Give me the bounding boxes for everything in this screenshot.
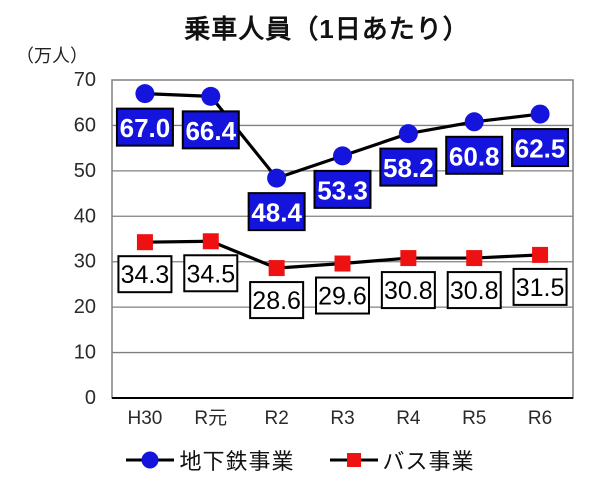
x-tick-label: R4 [396, 408, 421, 429]
bus-value-label: 29.6 [318, 283, 367, 311]
subway-value-label-box [511, 128, 570, 168]
bus-value-label: 30.8 [450, 277, 499, 305]
subway-marker [135, 84, 155, 104]
y-axis-unit-label: （万人） [16, 46, 88, 66]
subway-marker [267, 168, 287, 188]
chart-legend: 地下鉄事業 バス事業 [0, 444, 600, 476]
x-tick-label: R5 [462, 408, 486, 429]
legend-label-subway: 地下鉄事業 [179, 449, 295, 474]
subway-value-label-box [115, 107, 174, 147]
bus-value-label-box [315, 276, 370, 315]
subway-legend-marker-icon [126, 451, 175, 469]
subway-value-label-box [379, 147, 438, 187]
bus-value-label-box [249, 281, 305, 320]
bus-marker [202, 233, 219, 250]
x-tick-label: R2 [264, 408, 288, 429]
y-tick-label: 20 [74, 296, 96, 318]
bus-marker [268, 260, 285, 277]
y-tick-label: 50 [74, 160, 96, 182]
bus-value-label-box [380, 271, 436, 310]
bus-value-label: 34.3 [121, 261, 170, 289]
y-tick-label: 70 [74, 69, 96, 91]
legend-label-bus: バス事業 [382, 449, 475, 474]
y-tick-label: 60 [74, 114, 96, 136]
bus-marker [532, 246, 549, 263]
bus-value-label: 31.5 [516, 274, 565, 302]
subway-value-label: 62.5 [515, 134, 566, 164]
subway-value-label: 58.2 [383, 153, 434, 183]
y-tick-label: 40 [74, 205, 96, 227]
subway-marker [398, 124, 418, 144]
subway-marker [530, 104, 550, 124]
subway-value-label: 60.8 [449, 141, 500, 171]
subway-value-label: 66.4 [185, 116, 236, 146]
bus-value-label-box [117, 255, 173, 294]
x-tick-label: H30 [127, 408, 162, 429]
subway-value-label-box [181, 110, 240, 150]
legend-item-bus: バス事業 [329, 444, 475, 476]
x-tick-label: R6 [528, 408, 552, 429]
subway-value-label-box [247, 192, 306, 232]
y-tick-label: 10 [74, 342, 96, 364]
bus-marker [400, 250, 417, 267]
subway-marker [333, 146, 352, 166]
bus-value-label: 34.5 [186, 260, 235, 288]
bus-marker [466, 250, 483, 267]
bus-value-label-box [183, 254, 239, 293]
subway-value-label: 67.0 [120, 113, 171, 143]
bus-marker [334, 255, 351, 272]
legend-item-subway: 地下鉄事業 [125, 444, 294, 476]
chart-title: 乗車人員（1日あたり） [184, 14, 470, 44]
y-tick-label: 0 [85, 387, 96, 409]
bus-value-label: 28.6 [252, 287, 301, 315]
subway-value-label: 53.3 [317, 175, 368, 205]
y-tick-label: 30 [74, 251, 96, 273]
bus-value-label-box [446, 271, 502, 310]
subway-value-label-box [313, 169, 372, 209]
subway-value-label-box [445, 135, 504, 175]
x-tick-label: R元 [194, 408, 227, 429]
subway-marker [201, 86, 221, 106]
bus-value-label: 30.8 [384, 277, 433, 305]
line-chart: 0 10 20 30 40 50 60 70 H30 R元 R2 R3 R4 R5 R6 67.0 66.4 48… [74, 69, 574, 429]
subway-value-label: 48.4 [251, 198, 302, 228]
subway-marker [464, 112, 484, 132]
plot-area [111, 79, 574, 399]
bus-legend-marker-icon [329, 453, 378, 467]
bus-marker [136, 234, 153, 251]
x-tick-label: R3 [330, 408, 354, 429]
bus-value-label-box [512, 267, 568, 306]
